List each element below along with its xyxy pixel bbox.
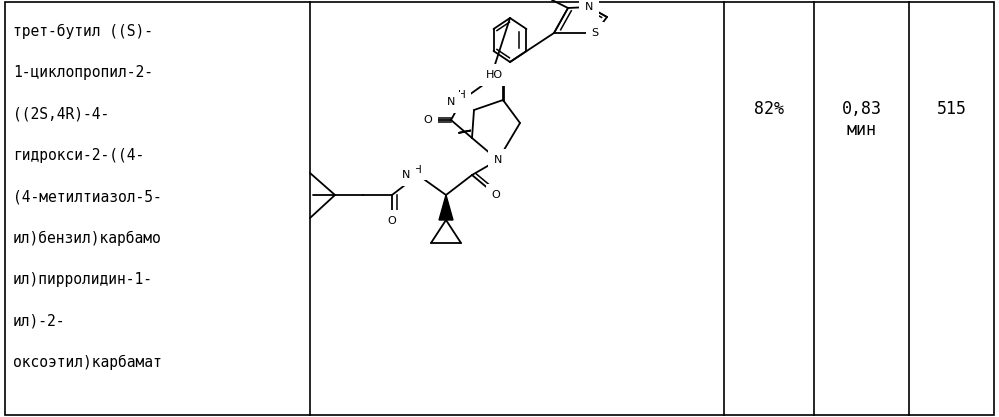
Text: HO: HO bbox=[486, 70, 503, 80]
Text: оксоэтил)карбамат: оксоэтил)карбамат bbox=[13, 354, 162, 369]
Text: ((2S,4R)-4-: ((2S,4R)-4- bbox=[13, 107, 109, 122]
Text: 515: 515 bbox=[936, 100, 967, 118]
Text: S: S bbox=[591, 28, 598, 38]
Text: N: N bbox=[447, 97, 455, 107]
Text: O: O bbox=[492, 190, 500, 200]
Text: O: O bbox=[424, 115, 433, 125]
Text: гидрокси-2-((4-: гидрокси-2-((4- bbox=[13, 148, 144, 163]
Text: ил)-2-: ил)-2- bbox=[13, 313, 66, 328]
Text: O: O bbox=[388, 216, 397, 226]
Text: H: H bbox=[459, 90, 466, 100]
Text: N: N bbox=[402, 170, 410, 180]
Text: 82%: 82% bbox=[754, 100, 784, 118]
Text: (4-метилтиазол-5-: (4-метилтиазол-5- bbox=[13, 189, 162, 204]
Polygon shape bbox=[439, 195, 453, 220]
Text: N: N bbox=[494, 155, 502, 165]
Text: 0,83
мин: 0,83 мин bbox=[841, 100, 882, 139]
Text: ил)пирролидин-1-: ил)пирролидин-1- bbox=[13, 272, 153, 287]
Text: 1-циклопропил-2-: 1-циклопропил-2- bbox=[13, 65, 153, 80]
Text: H: H bbox=[415, 165, 422, 175]
Text: ил)бензил)карбамо: ил)бензил)карбамо bbox=[13, 231, 162, 246]
Text: N: N bbox=[584, 2, 593, 12]
Text: трет-бутил ((S)-: трет-бутил ((S)- bbox=[13, 24, 153, 39]
